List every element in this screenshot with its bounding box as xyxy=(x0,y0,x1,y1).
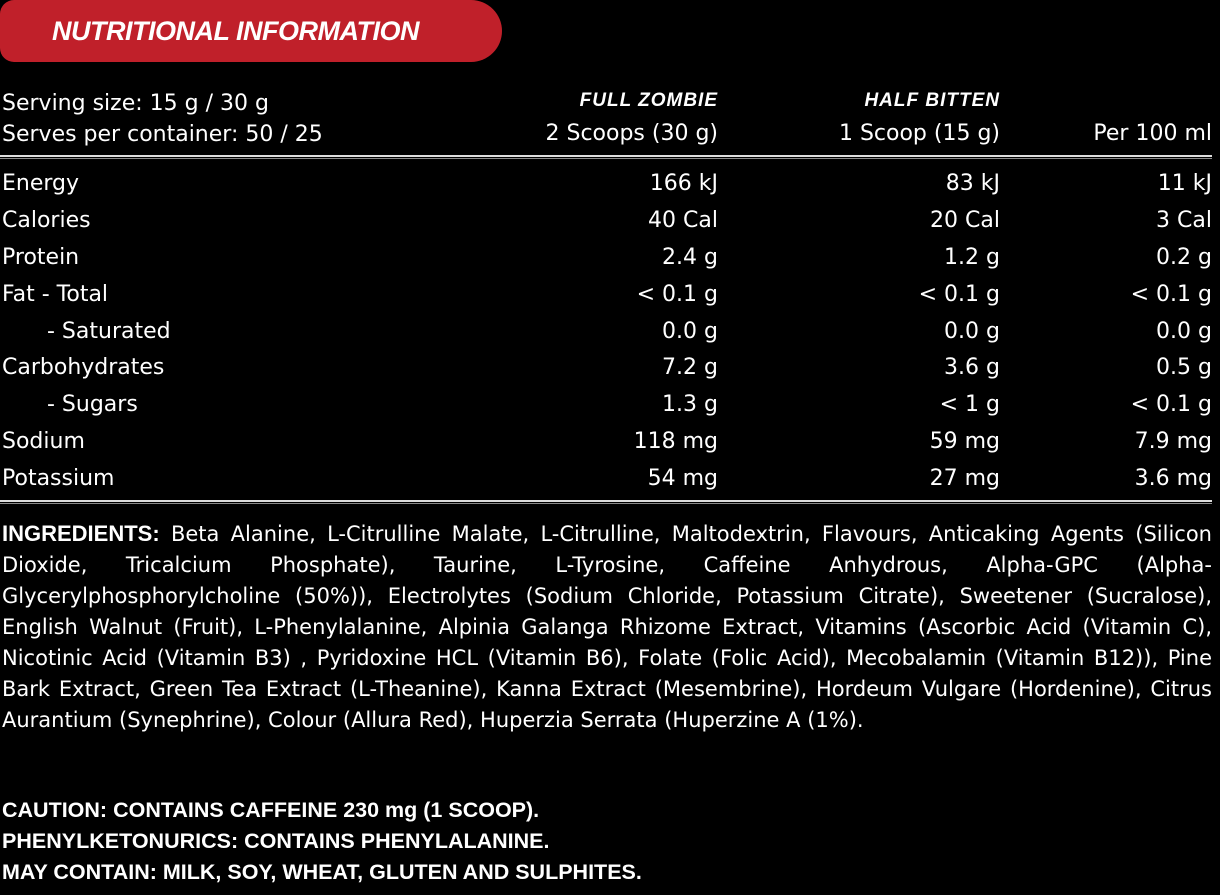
nutrient-value: 27 mg xyxy=(929,466,1000,492)
divider xyxy=(0,500,1212,504)
table-row: Fat - Total < 0.1 g < 0.1 g < 0.1 g xyxy=(2,277,1212,314)
serving-info: Serving size: 15 g / 30 g Serves per con… xyxy=(2,88,323,150)
nutrient-value: 83 kJ xyxy=(945,171,1000,196)
nutrient-value: < 0.1 g xyxy=(1130,281,1212,307)
nutrient-value: 2.4 g xyxy=(662,244,718,270)
nutrient-value: 1.2 g xyxy=(944,244,1000,270)
nutrient-label: Fat - Total xyxy=(2,281,109,307)
nutrient-value: 20 Cal xyxy=(930,207,1000,233)
page-title: NUTRITIONAL INFORMATION xyxy=(52,15,419,46)
nutrient-value: 7.2 g xyxy=(662,355,718,381)
column-header-2: 1 Scoop (15 g) xyxy=(838,121,1000,146)
nutrient-value: 0.5 g xyxy=(1156,355,1212,381)
column-header-1: 2 Scoops (30 g) xyxy=(545,121,718,146)
nutrient-value: 11 kJ xyxy=(1157,171,1212,196)
serves-per-container: Serves per container: 50 / 25 xyxy=(2,122,323,147)
nutrient-value: 59 mg xyxy=(929,429,1000,455)
nutrient-value: 0.0 g xyxy=(1156,318,1212,344)
nutrient-label: Protein xyxy=(2,244,80,270)
warnings: CAUTION: CONTAINS CAFFEINE 230 mg (1 SCO… xyxy=(2,795,642,888)
nutrient-value: 3.6 mg xyxy=(1134,466,1212,492)
column-brand-full-zombie: FULL ZOMBIE xyxy=(579,90,718,111)
nutrient-value: 118 mg xyxy=(633,429,718,455)
serving-size: Serving size: 15 g / 30 g xyxy=(2,91,269,116)
caution-allergens: MAY CONTAIN: MILK, SOY, WHEAT, GLUTEN AN… xyxy=(2,860,642,884)
nutrient-value: 0.2 g xyxy=(1156,244,1212,270)
nutrient-value: < 0.1 g xyxy=(1130,392,1212,418)
table-header: Serving size: 15 g / 30 g Serves per con… xyxy=(2,88,1212,152)
nutrient-label: Energy xyxy=(2,171,80,196)
table-row: - Sugars 1.3 g < 1 g < 0.1 g xyxy=(2,387,1212,424)
nutrient-value: 7.9 mg xyxy=(1134,429,1212,455)
title-badge: NUTRITIONAL INFORMATION xyxy=(0,0,502,62)
nutrient-value: < 1 g xyxy=(939,392,1000,418)
ingredients-heading: INGREDIENTS: xyxy=(2,521,160,546)
nutrient-value: 3 Cal xyxy=(1156,207,1212,233)
column-header-3: Per 100 ml xyxy=(1093,121,1212,146)
nutrient-label: Calories xyxy=(2,207,91,233)
column-brand-half-bitten: HALF BITTEN xyxy=(864,90,1000,111)
nutrient-value: < 0.1 g xyxy=(636,281,718,307)
nutrient-value: 0.0 g xyxy=(662,318,718,344)
table-row: - Saturated 0.0 g 0.0 g 0.0 g xyxy=(2,314,1212,351)
nutrient-label: - Saturated xyxy=(47,318,171,344)
table-row: Potassium 54 mg 27 mg 3.6 mg xyxy=(2,461,1212,498)
divider xyxy=(0,155,1212,159)
caution-caffeine: CAUTION: CONTAINS CAFFEINE 230 mg (1 SCO… xyxy=(2,798,540,822)
nutrient-value: 0.0 g xyxy=(944,318,1000,344)
table-row: Sodium 118 mg 59 mg 7.9 mg xyxy=(2,424,1212,461)
table-row: Calories 40 Cal 20 Cal 3 Cal xyxy=(2,203,1212,240)
nutrition-table: Energy 166 kJ 83 kJ 11 kJ Calories 40 Cal 20 C… xyxy=(2,166,1212,498)
table-row: Energy 166 kJ 83 kJ 11 kJ xyxy=(2,166,1212,203)
nutrient-value: < 0.1 g xyxy=(918,281,1000,307)
ingredients: INGREDIENTS: Beta Alanine, L-Citrulline … xyxy=(2,518,1212,736)
table-row: Carbohydrates 7.2 g 3.6 g 0.5 g xyxy=(2,350,1212,387)
nutrient-label: - Sugars xyxy=(47,392,138,418)
nutrient-label: Potassium xyxy=(2,466,115,492)
ingredients-text: Beta Alanine, L-Citrulline Malate, L-Cit… xyxy=(2,522,1212,732)
nutrient-value: 166 kJ xyxy=(649,171,718,196)
nutrient-label: Carbohydrates xyxy=(2,355,165,381)
nutrient-label: Sodium xyxy=(2,429,85,455)
nutrient-value: 1.3 g xyxy=(662,392,718,418)
caution-phenylketonurics: PHENYLKETONURICS: CONTAINS PHENYLALANINE… xyxy=(2,829,550,853)
nutrient-value: 54 mg xyxy=(647,466,718,492)
nutrient-value: 40 Cal xyxy=(648,207,718,233)
table-row: Protein 2.4 g 1.2 g 0.2 g xyxy=(2,240,1212,277)
nutrient-value: 3.6 g xyxy=(944,355,1000,381)
